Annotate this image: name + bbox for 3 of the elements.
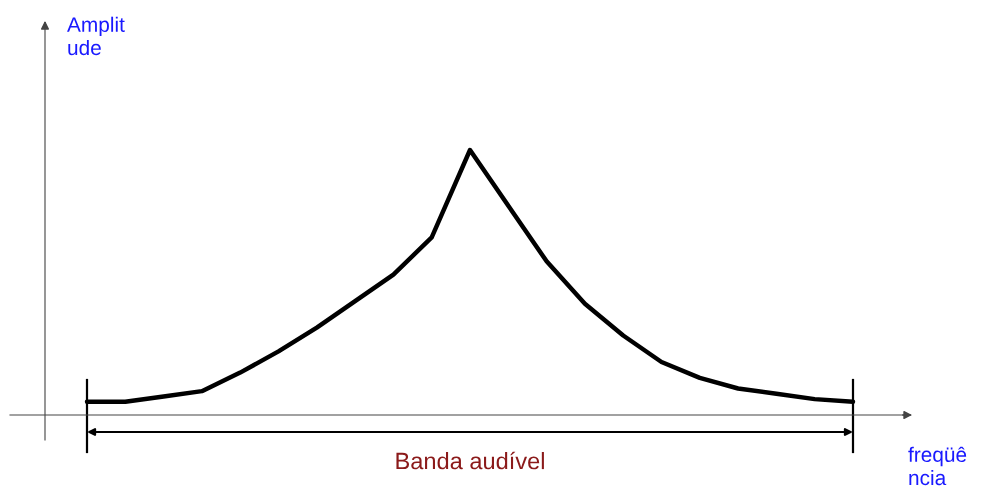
x-axis-title: freqüê ncia: [908, 446, 967, 486]
text: Banda audível: [396, 451, 544, 470]
y-axis-title: Amplit ude: [67, 16, 125, 56]
